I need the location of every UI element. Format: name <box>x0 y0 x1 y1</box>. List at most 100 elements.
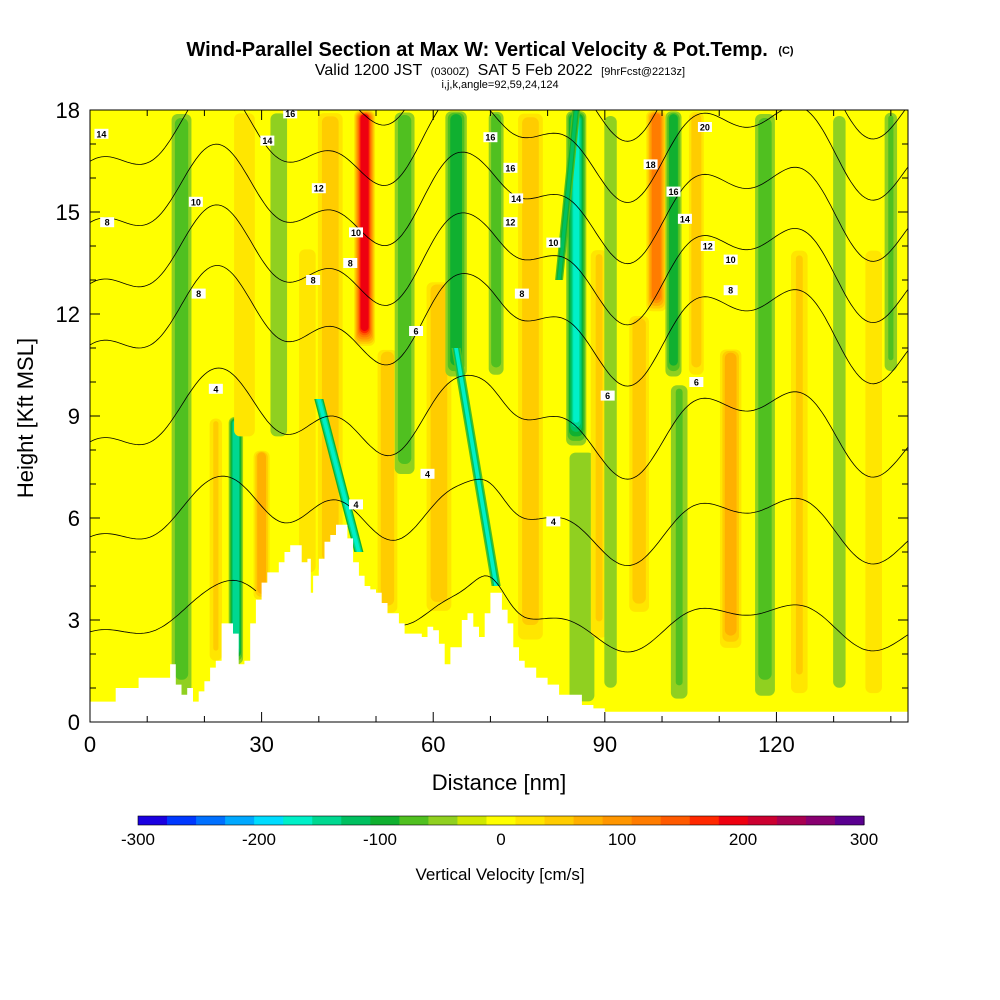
contour-labels: 14 10 8 8 4 16 14 12 8 10 8 4 6 4 16 16 14 12 10 8 4 6 18 16 14 1… <box>94 110 738 527</box>
theta-contour-16 <box>358 110 906 142</box>
y-tick-label: 18 <box>56 98 80 123</box>
contour-label-bg <box>343 258 358 268</box>
contour-label-bg <box>666 186 681 197</box>
colorbar-swatch <box>631 816 662 825</box>
contour-label-bg <box>348 227 363 238</box>
velocity-band-19-level-3 <box>635 320 643 596</box>
chart-params: i,j,k,angle=92,59,24,124 <box>441 79 558 91</box>
velocity-band-1-level-2 <box>213 421 219 651</box>
contour-label-bg <box>191 288 206 299</box>
contour-label-bg <box>94 128 109 139</box>
colorbar-swatch <box>834 816 865 825</box>
colorbar-swatch <box>254 816 284 825</box>
contour-label: 8 <box>519 289 524 299</box>
velocity-band-15-level-6 <box>573 116 580 423</box>
colorbar-swatch <box>457 816 488 825</box>
contour-label: 10 <box>351 228 361 238</box>
velocity-band-10-level-3 <box>401 117 409 455</box>
contour-label-bg <box>643 159 658 170</box>
chart-subtitle: Valid 1200 JST (0300Z) SAT 5 Feb 2022 [9… <box>315 62 685 79</box>
theta-contour-10 <box>90 204 908 326</box>
velocity-band-27-level-2 <box>836 122 842 664</box>
velocity-band-25-level-3 <box>761 122 769 664</box>
plot-area: 14 10 8 8 4 16 14 12 8 10 8 4 6 4 16 16 14 12 10 8 4 6 18 16 14 1… <box>90 110 908 722</box>
contour-label: 6 <box>694 378 699 388</box>
contour-label: 4 <box>353 500 358 510</box>
velocity-band-9-level-3 <box>384 353 391 599</box>
colorbar-swatch <box>573 816 604 825</box>
contour-label-bg <box>677 213 692 224</box>
contour-label-bg <box>208 383 223 394</box>
velocity-band-12-level-4 <box>452 115 460 361</box>
theta-contour-4 <box>90 475 908 567</box>
colorbar-tick-label: 200 <box>729 830 757 849</box>
contour-label-bg <box>420 468 435 479</box>
contour-label-bg <box>723 285 738 296</box>
colorbar-swatch <box>486 816 517 825</box>
contour-label-bg <box>306 275 321 285</box>
colorbar-swatch <box>283 816 313 825</box>
contour-label-bg <box>514 288 529 299</box>
colorbar-swatch <box>341 816 371 825</box>
terrain-mask <box>90 524 908 722</box>
contour-label: 14 <box>680 214 690 224</box>
velocity-band-4-level-2 <box>240 116 249 423</box>
contour-label: 16 <box>505 163 515 173</box>
velocity-band-29-level-2 <box>888 115 894 361</box>
y-axis: 0 3 6 9 12 15 18 <box>56 98 908 735</box>
velocity-band-20-level-6 <box>653 114 660 298</box>
theta-contour-14 <box>90 110 908 203</box>
velocity-band-24-level-4 <box>727 354 735 630</box>
velocity-band-7-level-3 <box>325 119 335 548</box>
colorbar-tick-label: 0 <box>496 830 505 849</box>
potential-temperature-contours <box>90 110 908 653</box>
contour-label-bg <box>311 183 326 194</box>
velocity-band-5-level-2 <box>275 116 283 423</box>
colorbar-tick-label: -300 <box>121 830 155 849</box>
velocity-band-14-level-3 <box>526 120 535 611</box>
contour-label-bg <box>100 217 115 228</box>
colorbar-swatch <box>544 816 575 825</box>
colorbar-swatch <box>515 816 546 825</box>
colorbar-swatch <box>776 816 807 825</box>
colorbar-swatch <box>747 816 778 825</box>
colorbar-swatch <box>805 816 836 825</box>
colorbar-title: Vertical Velocity [cm/s] <box>415 865 584 884</box>
colorbar-swatch <box>602 816 633 825</box>
terrain <box>90 524 908 722</box>
theta-contour-12 <box>90 143 908 265</box>
contour-label: 8 <box>728 286 733 296</box>
contour-label: 14 <box>511 194 521 204</box>
velocity-band-16-level-2 <box>576 455 588 691</box>
x-tick-label: 30 <box>249 732 273 757</box>
contour-label: 16 <box>668 187 678 197</box>
y-tick-label: 9 <box>68 404 80 429</box>
velocity-band-2-level-6 <box>233 421 239 648</box>
contour-label: 10 <box>726 255 736 265</box>
velocity-band-6-level-2 <box>303 252 311 559</box>
contour-label-bg <box>546 237 561 248</box>
contour-label-bg <box>546 516 561 527</box>
contour-label-bg <box>723 254 738 265</box>
contour-label-bg <box>509 193 524 204</box>
theta-contour-8 <box>90 265 908 387</box>
x-tick-label: 120 <box>758 732 795 757</box>
x-tick-label: 60 <box>421 732 445 757</box>
velocity-band-21-level-4 <box>670 115 677 361</box>
colorbar-swatch <box>196 816 226 825</box>
x-axis: 0 30 60 90 120 <box>84 110 892 757</box>
contour-label-bg <box>697 122 712 132</box>
contour-label-bg <box>503 162 518 173</box>
contour-label-bg <box>483 132 498 143</box>
velocity-band-26-level-2 <box>795 255 803 675</box>
colorbar-frame <box>137 815 865 826</box>
contour-label: 16 <box>485 133 495 143</box>
contour-label-bg <box>689 377 704 387</box>
colorbar-swatch <box>138 816 168 825</box>
downdraft-band-2-level-2 <box>557 110 578 280</box>
contour-label: 10 <box>191 197 201 207</box>
y-tick-label: 6 <box>68 506 80 531</box>
contour-label: 12 <box>314 184 324 194</box>
theta-contour-2 <box>90 575 908 653</box>
